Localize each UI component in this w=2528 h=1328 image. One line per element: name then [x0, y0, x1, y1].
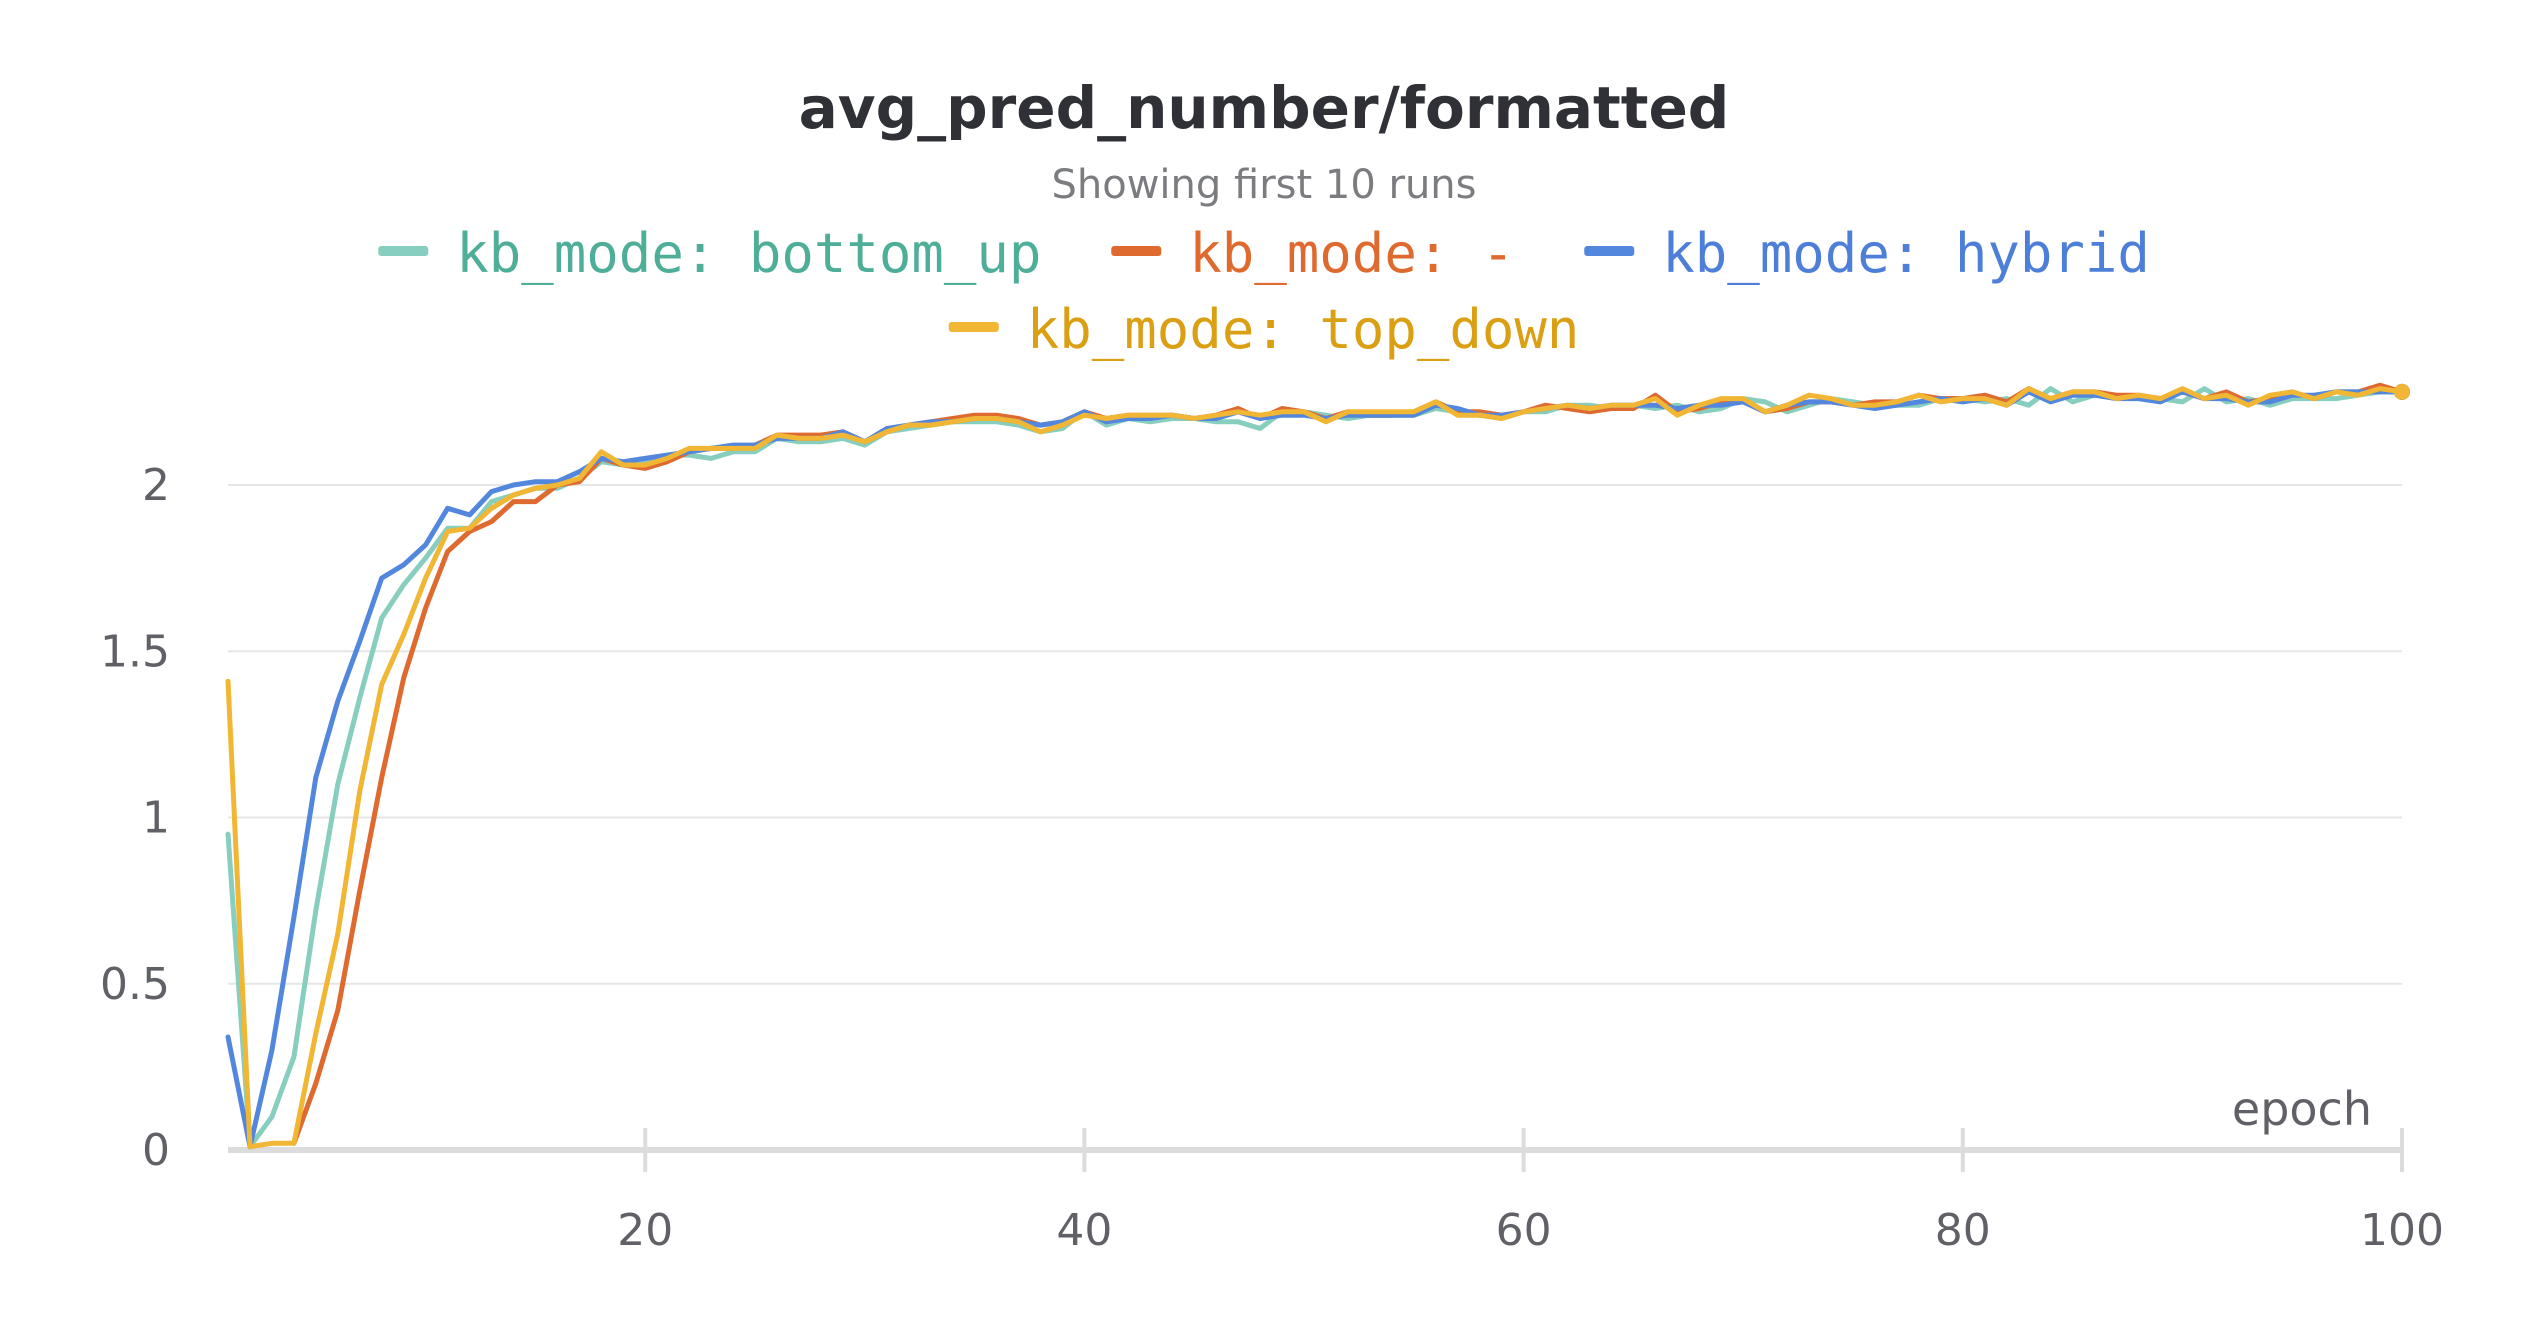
legend-label: kb_mode: -	[1189, 222, 1514, 285]
x-tick-label: 80	[1935, 1205, 1991, 1256]
y-tick-label: 1.5	[100, 626, 170, 677]
series-line	[291, 382, 2405, 1146]
legend-item[interactable]: kb_mode: -	[1111, 222, 1514, 285]
legend-swatch	[1111, 246, 1162, 256]
y-tick-label: 2	[142, 460, 170, 511]
series-line	[225, 386, 2405, 1150]
grid: 0 0.5 1 1.5 2	[100, 460, 2402, 1176]
series-endpoint	[2394, 383, 2410, 400]
legend: kb_mode: bottom_up kb_mode: - kb_mode: hyb…	[378, 222, 2150, 361]
legend-item[interactable]: kb_mode: bottom_up	[378, 222, 1041, 285]
legend-swatch	[948, 322, 999, 332]
y-tick-label: 1	[142, 793, 170, 844]
legend-swatch	[378, 246, 429, 256]
legend-item[interactable]: kb_mode: hybrid	[1584, 222, 2150, 285]
x-axis-label: epoch	[2232, 1082, 2372, 1136]
series-layer	[225, 382, 2410, 1150]
x-tick-label: 20	[617, 1205, 673, 1256]
series-line	[225, 389, 2405, 1150]
y-tick-label: 0.5	[100, 959, 170, 1010]
legend-label: kb_mode: bottom_up	[456, 222, 1041, 285]
x-tick-label: 60	[1496, 1205, 1552, 1256]
axes: 20 40 60 80 100	[228, 1128, 2444, 1256]
legend-label: kb_mode: hybrid	[1662, 222, 2150, 285]
legend-swatch	[1584, 246, 1635, 256]
legend-item[interactable]: kb_mode: top_down	[948, 298, 1580, 361]
legend-label: kb_mode: top_down	[1027, 298, 1580, 361]
chart-subtitle: Showing first 10 runs	[1052, 162, 1477, 208]
series-line	[225, 386, 2405, 1150]
y-tick-label: 0	[142, 1125, 170, 1176]
x-tick-label: 40	[1056, 1205, 1112, 1256]
chart-title: avg_pred_number/formatted	[799, 74, 1730, 142]
x-tick-label: 100	[2360, 1205, 2444, 1256]
